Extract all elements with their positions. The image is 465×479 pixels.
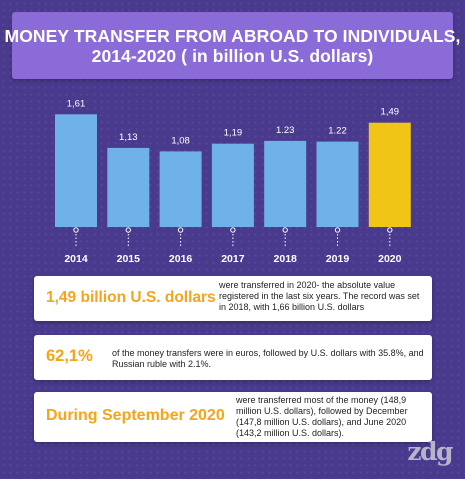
tick-marker-2015 <box>125 227 132 233</box>
bar-chart: 1,61 2014 1,13 2015 1,08 2016 1,19 2017 1.23 2018… <box>55 98 411 265</box>
bar-2014 <box>55 114 97 227</box>
tick-marker-2017 <box>230 227 236 233</box>
x-tick-label-2018: 2018 <box>274 253 298 265</box>
x-tick-label-2016: 2016 <box>169 253 193 265</box>
value-label-2016: 1,08 <box>171 135 190 146</box>
zdg-logo: zdg <box>407 437 453 466</box>
value-label-2020: 1,49 <box>381 107 400 118</box>
tick-marker-2014 <box>73 227 79 233</box>
value-label-2017: 1,19 <box>224 128 243 139</box>
bar-2018 <box>264 140 307 227</box>
x-tick-label-2014: 2014 <box>64 253 88 265</box>
value-label-2018: 1.23 <box>276 125 295 136</box>
fact-1-headline: 1,49 billion U.S. dollars <box>46 289 216 306</box>
x-tick-label-2019: 2019 <box>326 253 350 265</box>
fact-2-text: of the money transfers were in euros, fo… <box>112 348 424 369</box>
tick-marker-2020 <box>387 227 393 233</box>
fact-1-text: were transferred in 2020- the absolute v… <box>219 280 420 312</box>
bar-2017 <box>211 143 254 227</box>
title-banner: MONEY TRANSFER FROM ABROAD TO INDIVIDUAL… <box>5 12 460 79</box>
bar-2016 <box>159 151 202 227</box>
tick-marker-2018 <box>282 227 288 233</box>
value-label-2014: 1,61 <box>67 98 86 109</box>
fact-card-2: 62,1% of the money transfers were in eur… <box>34 335 432 380</box>
fact-3-text: were transferred most of the money (148,… <box>236 395 408 438</box>
value-label-2019: 1.22 <box>328 126 347 137</box>
fact-2-headline: 62,1% <box>46 347 93 365</box>
fact-3-headline: During September 2020 <box>46 407 225 424</box>
bar-2020 <box>368 122 411 227</box>
x-tick-label-2017: 2017 <box>221 253 245 265</box>
value-label-2015: 1,13 <box>119 132 138 143</box>
x-tick-label-2020: 2020 <box>378 253 402 265</box>
tick-marker-2019 <box>334 227 341 233</box>
tick-marker-2016 <box>177 227 184 233</box>
bar-2019 <box>316 141 359 227</box>
fact-card-3: During September 2020 were transferred m… <box>34 392 432 442</box>
x-tick-label-2015: 2015 <box>117 253 141 265</box>
fact-card-1: 1,49 billion U.S. dollars were transferr… <box>34 276 432 321</box>
chart-title-line-1: MONEY TRANSFER FROM ABROAD TO INDIVIDUAL… <box>4 25 461 46</box>
chart-title-line-2: 2014-2020 ( in billion U.S. dollars) <box>91 45 374 66</box>
bar-2015 <box>107 147 150 227</box>
